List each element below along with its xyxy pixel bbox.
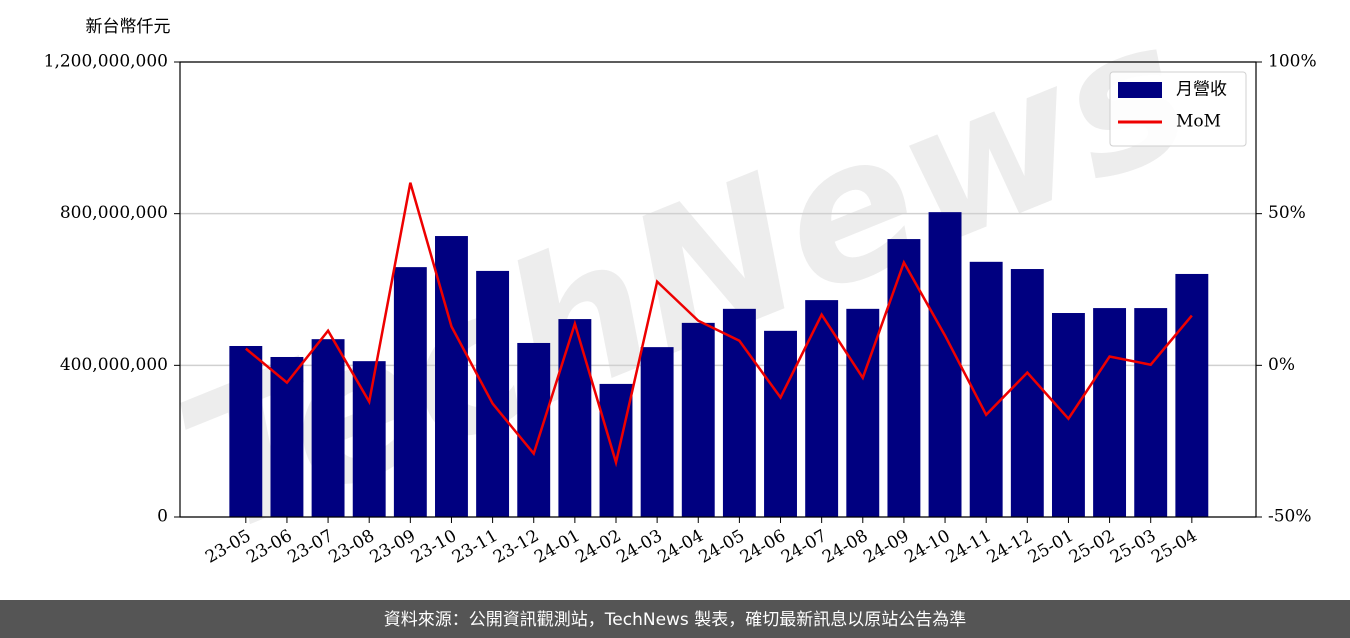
bar <box>764 330 797 517</box>
x-tick-label: 25-02 <box>1066 526 1118 568</box>
bar <box>229 345 263 517</box>
y2-tick-label: 50% <box>1268 203 1306 223</box>
bar <box>1175 273 1209 517</box>
bar <box>558 319 592 517</box>
x-tick-label: 25-03 <box>1107 526 1159 568</box>
bar <box>640 347 674 517</box>
bar <box>435 236 468 517</box>
x-tick-label: 23-10 <box>408 526 460 568</box>
x-tick-label: 24-03 <box>613 526 665 568</box>
bar <box>846 308 880 517</box>
y-tick-label: 1,200,000,000 <box>44 52 168 72</box>
x-tick-label: 24-10 <box>901 526 953 568</box>
x-tick-label: 23-11 <box>449 526 501 568</box>
x-tick-label: 24-02 <box>572 526 624 568</box>
bar <box>681 322 715 517</box>
x-tick-label: 24-04 <box>655 526 707 568</box>
bar <box>1134 308 1168 517</box>
bar <box>1051 313 1085 517</box>
y-axis-label: 新台幣仟元 <box>86 17 171 37</box>
legend-label: MoM <box>1176 112 1221 132</box>
bar <box>599 383 633 517</box>
y-tick-label: 400,000,000 <box>60 355 168 375</box>
x-tick-label: 24-08 <box>819 526 871 568</box>
bar <box>928 212 962 517</box>
x-tick-label: 23-12 <box>490 526 542 568</box>
bar <box>517 342 551 517</box>
bar <box>1093 308 1127 517</box>
x-tick-label: 24-06 <box>737 526 789 568</box>
x-tick-label: 24-12 <box>984 526 1036 568</box>
bar <box>722 308 756 517</box>
bar <box>887 239 921 517</box>
y2-tick-label: 0% <box>1268 355 1295 375</box>
x-tick-label: 25-04 <box>1148 526 1200 568</box>
bar <box>311 339 345 517</box>
y-tick-label: 0 <box>157 507 168 527</box>
legend-label: 月營收 <box>1176 80 1227 100</box>
bar <box>1010 269 1044 517</box>
y2-tick-label: 100% <box>1268 52 1317 72</box>
plot-frame <box>179 61 1257 518</box>
x-tick-label: 23-09 <box>367 526 419 568</box>
footer-bar <box>0 600 1350 638</box>
bar <box>476 270 510 517</box>
footer-source: 資料來源：公開資訊觀測站，TechNews 製表，確切最新訊息以原站公告為準 <box>384 610 966 630</box>
x-tick-label: 24-07 <box>778 526 830 568</box>
bar <box>969 261 1003 517</box>
bar <box>352 361 386 517</box>
x-tick-label: 25-01 <box>1025 526 1077 568</box>
x-tick-label: 24-01 <box>531 526 583 568</box>
x-tick-label: 24-11 <box>942 526 994 568</box>
legend-swatch <box>1118 82 1162 98</box>
y-tick-label: 800,000,000 <box>60 203 168 223</box>
x-tick-label: 24-05 <box>696 526 748 568</box>
line <box>245 182 1193 468</box>
y2-tick-label: -50% <box>1268 507 1312 527</box>
bar <box>393 267 427 517</box>
x-tick-label: 24-09 <box>860 526 912 568</box>
